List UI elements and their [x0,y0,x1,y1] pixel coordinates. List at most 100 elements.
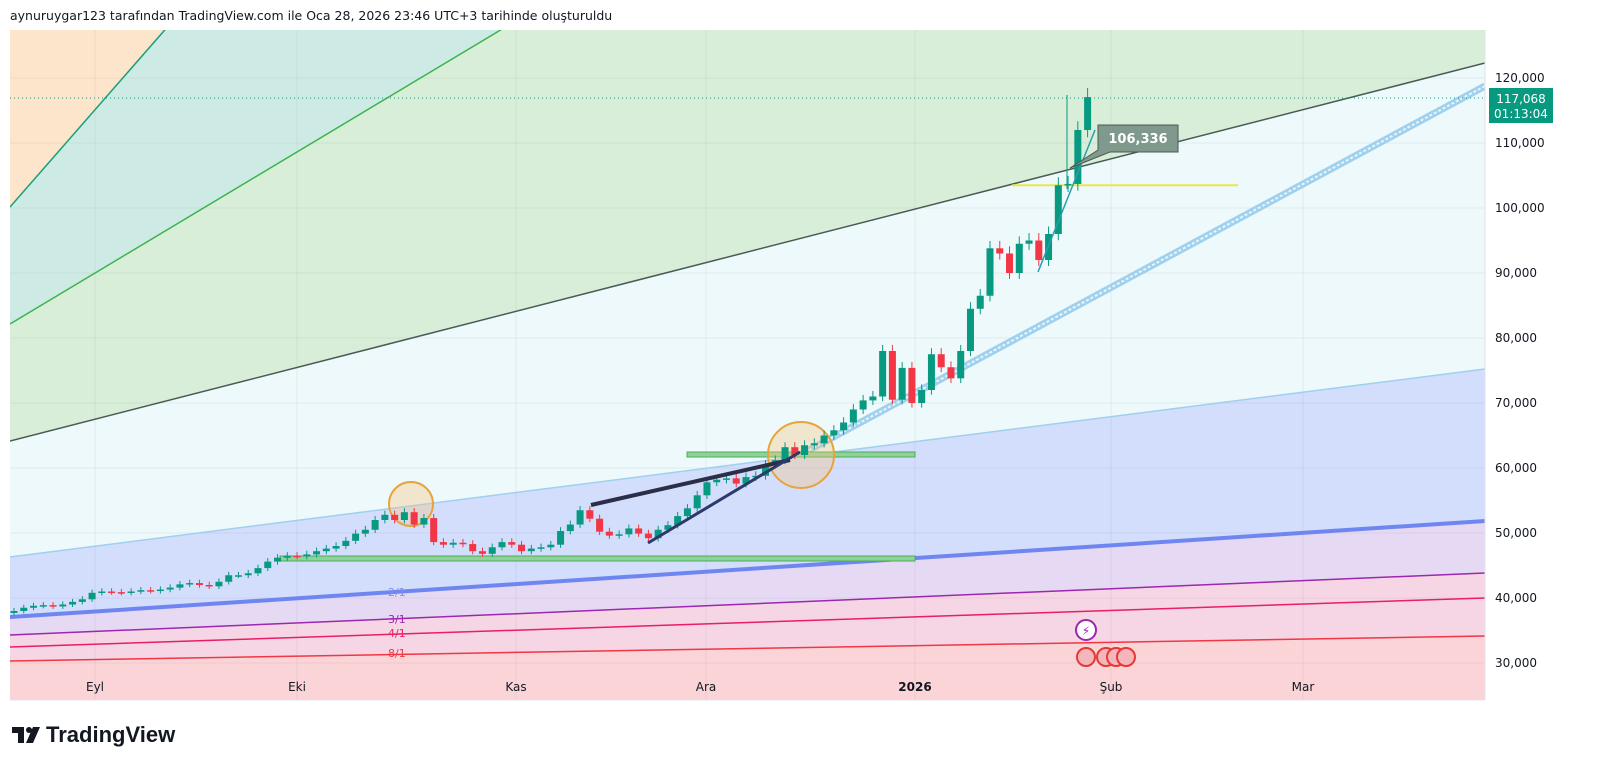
tradingview-logo-icon [12,727,40,743]
candle [1035,233,1043,266]
candle [879,344,887,402]
candle-body [683,508,691,517]
candle-body [801,445,809,455]
candle [195,579,203,588]
candle [801,440,809,460]
candle [459,538,467,548]
support-zone [279,555,916,562]
candle [927,348,935,395]
candle-body [439,542,447,545]
fan-line-gray [10,62,1485,442]
candle-body [615,534,623,536]
candle-body [810,443,818,446]
fan-zone-blue [10,369,1485,617]
candle-body [156,589,164,592]
candle-body [557,531,565,545]
candle-body [1035,240,1043,260]
candle [108,588,116,595]
candle [888,344,896,405]
candle-body [625,528,633,535]
candle [10,608,18,616]
candle-body [108,591,116,593]
bar-countdown: 01:13:04 [1494,107,1548,121]
candle [478,547,486,557]
candle-body [117,592,125,594]
candle-body [605,531,613,536]
candle [264,558,272,571]
candle-body [976,295,984,309]
candle [88,589,96,602]
candle-body [449,542,457,545]
last-price-badge [1489,88,1553,123]
time-tick: Şub [1100,680,1123,694]
candle-body [927,354,935,390]
candle [488,543,496,557]
candle [1025,233,1033,250]
candle-body [752,475,760,478]
candle-body [127,591,135,593]
candle [205,581,213,590]
fan-line-blue [10,519,1485,619]
candle-body [215,581,223,587]
fan-zone-pink [10,573,1485,661]
last-price-value: 117,068 [1496,92,1546,106]
candle [156,586,164,594]
candle-body [420,518,428,525]
candle-body [830,430,838,436]
candle [830,425,838,440]
candle [996,240,1004,260]
candle [566,520,574,535]
candle [586,506,594,523]
candle [683,504,691,520]
price-tick: 70,000 [1495,396,1537,410]
candle [39,602,47,609]
fan-label: 3/1 [388,613,406,626]
candle-body [957,351,965,379]
candle-body [264,561,272,569]
candle-body [791,447,799,455]
candle [508,538,516,548]
candle-body [244,573,252,576]
candle [98,588,106,596]
candle-body [322,548,330,552]
candle [332,542,340,552]
candle-body [1054,185,1062,234]
candle [869,390,877,405]
candle-body [742,477,750,484]
candle-body [840,422,848,431]
time-tick: 2026 [898,680,931,694]
candle-body [49,605,57,607]
price-tick: 90,000 [1495,266,1537,280]
candle-body [371,520,379,530]
candle-body [703,482,711,496]
fan-zone-purple [10,521,1485,635]
candle-body [527,548,535,552]
tradingview-logo[interactable]: TradingView [12,722,175,748]
candle [371,515,379,534]
candle [654,525,662,542]
candle-body [713,479,721,483]
candle [20,604,28,614]
candle-body [225,575,233,582]
candle [693,490,701,512]
candle-body [469,544,477,552]
candle [635,524,643,537]
candle-body [283,555,291,558]
candle-body [1084,97,1092,130]
candle [605,527,613,539]
candle-body [586,510,594,519]
candle [439,538,447,548]
candle-body [508,542,516,545]
candle [810,438,818,450]
candle-body [644,533,652,539]
candle-body [478,551,486,554]
candle [449,538,457,548]
candle [840,417,848,435]
candle [59,601,67,609]
candle [1084,87,1092,138]
candle [410,508,418,528]
candle-body [547,544,555,548]
candle-body [274,557,282,562]
candle [225,571,233,585]
